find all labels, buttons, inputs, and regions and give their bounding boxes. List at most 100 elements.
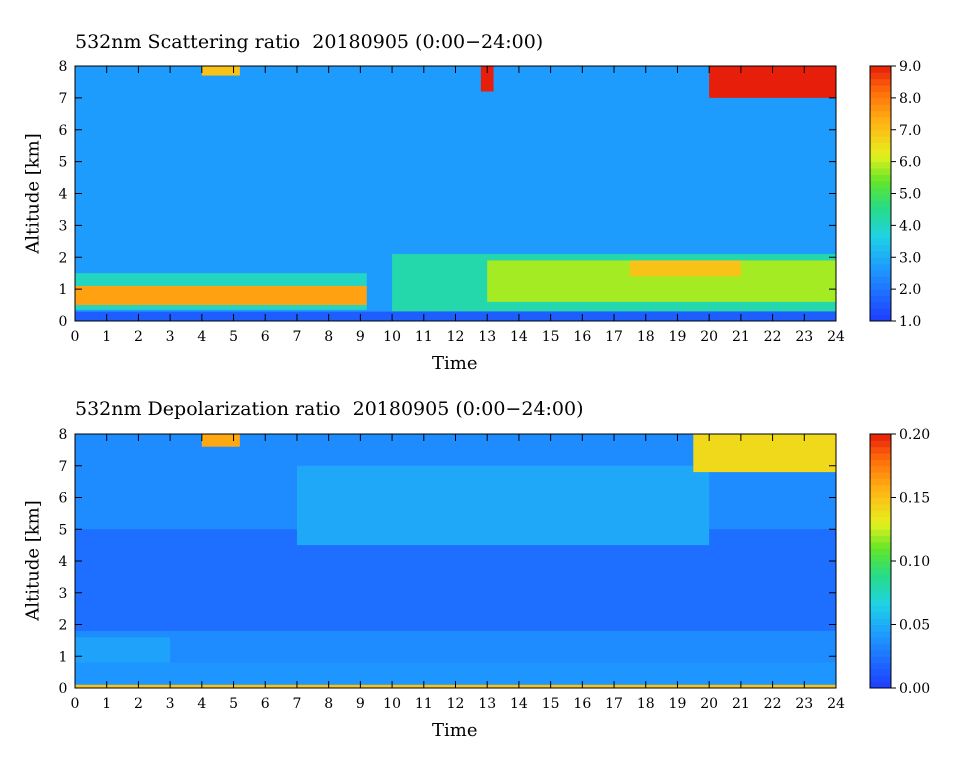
y-tick-label: 1	[59, 649, 68, 665]
colorbar-segment	[870, 110, 891, 118]
chart-title: 532nm Scattering ratio 20180905 (0:00−24…	[75, 31, 544, 53]
colorbar-segment	[870, 681, 891, 689]
colorbar: 0.00 0.05 0.10 0.15 0.20	[869, 427, 930, 697]
x-tick-label: 16	[573, 696, 591, 712]
colorbar-segment	[870, 541, 891, 549]
colorbar-tick-label: 3.0	[899, 250, 921, 266]
colorbar-segment	[870, 238, 891, 245]
x-tick-label: 8	[324, 329, 333, 345]
colorbar-segment	[870, 535, 891, 543]
x-tick-label: 22	[764, 329, 782, 345]
colorbar-segment	[870, 129, 891, 137]
chart-title: 532nm Depolarization ratio 20180905 (0:0…	[75, 398, 584, 420]
colorbar-segment	[870, 289, 891, 296]
colorbar-segment	[870, 618, 891, 625]
colorbar-segment	[870, 308, 891, 316]
x-tick-label: 21	[732, 696, 750, 712]
colorbar-tick-label: 5.0	[899, 187, 921, 203]
x-axis-label: Time	[432, 353, 478, 374]
colorbar-segment	[870, 605, 891, 613]
colorbar-segment	[870, 97, 891, 105]
colorbar-tick-label: 6.0	[899, 155, 921, 171]
colorbar-segment	[870, 206, 891, 214]
y-tick-label: 7	[59, 91, 68, 107]
heatmap-region-cloud	[201, 66, 240, 76]
colorbar-segment	[870, 301, 891, 309]
colorbar-tick-label: 8.0	[899, 91, 921, 107]
x-tick-label: 11	[415, 696, 433, 712]
colorbar-segment	[870, 586, 891, 594]
colorbar-segment	[870, 548, 891, 556]
colorbar-segment	[870, 662, 891, 670]
x-tick-label: 0	[71, 329, 80, 345]
x-tick-label: 11	[415, 329, 433, 345]
colorbar-segment	[870, 516, 891, 524]
heatmap-region-upper-layer	[296, 465, 710, 546]
x-tick-label: 2	[134, 329, 143, 345]
colorbar-tick-label: 0.05	[899, 618, 930, 634]
x-tick-label: 15	[542, 329, 560, 345]
y-tick-label: 8	[59, 427, 68, 443]
x-tick-label: 5	[229, 329, 238, 345]
x-tick-label: 4	[197, 696, 206, 712]
colorbar-segment	[870, 611, 891, 619]
x-tick-label: 3	[166, 696, 175, 712]
heatmap-region-boundary-layer	[75, 637, 171, 663]
heatmap-region-mid-layer	[75, 529, 836, 631]
x-tick-label: 12	[447, 696, 465, 712]
x-tick-label: 18	[637, 329, 655, 345]
colorbar-segment	[870, 199, 891, 207]
colorbar-segment	[870, 263, 891, 271]
colorbar-segment	[870, 592, 891, 600]
colorbar-segment	[870, 276, 891, 284]
colorbar-segment	[870, 219, 891, 226]
colorbar: 1.0 2.0 3.0 4.0 5.0 6.0 7.0 8.0 9.0	[869, 59, 921, 330]
colorbar-segment	[870, 161, 891, 169]
x-tick-label: 19	[669, 329, 687, 345]
colorbar-segment	[870, 453, 891, 460]
colorbar-segment	[870, 142, 891, 150]
colorbar-segment	[870, 314, 891, 322]
colorbar-segment	[870, 168, 891, 175]
colorbar-segment	[870, 174, 891, 182]
colorbar-segment	[870, 85, 891, 92]
x-axis-label: Time	[432, 720, 478, 741]
heatmap-region-aerosol-peak	[629, 260, 741, 277]
colorbar-segment	[870, 155, 891, 163]
colorbar-segment	[870, 180, 891, 188]
colorbar-tick-label: 0.10	[899, 554, 930, 570]
y-tick-label: 2	[59, 618, 68, 634]
colorbar-segment	[870, 554, 891, 562]
y-tick-label: 4	[59, 187, 68, 203]
colorbar-segment	[870, 580, 891, 587]
colorbar-segment	[870, 72, 891, 80]
colorbar-segment	[870, 561, 891, 568]
x-tick-label: 9	[356, 696, 365, 712]
x-tick-label: 20	[700, 696, 718, 712]
colorbar-segment	[870, 637, 891, 645]
x-tick-label: 14	[510, 329, 528, 345]
x-tick-label: 23	[795, 329, 813, 345]
colorbar-segment	[870, 510, 891, 518]
heatmap-region-lower-layer	[75, 662, 836, 685]
heatmap-plot: 0 1 2 3 4 5 6 7 8 9 10 11 12 13 14 15 16 17 18 19 20 21 22 23 24…	[59, 59, 845, 345]
x-tick-label: 20	[700, 329, 718, 345]
y-tick-label: 6	[59, 491, 68, 507]
x-tick-label: 22	[764, 696, 782, 712]
colorbar-segment	[870, 270, 891, 277]
colorbar-segment	[870, 244, 891, 252]
x-tick-label: 1	[102, 329, 111, 345]
colorbar-segment	[870, 257, 891, 265]
colorbar-tick-label: 0.15	[899, 491, 930, 507]
colorbar-segment	[870, 668, 891, 676]
colorbar-segment	[870, 282, 891, 290]
colorbar-segment	[870, 446, 891, 454]
x-tick-label: 5	[229, 696, 238, 712]
colorbar-segment	[870, 649, 891, 657]
x-tick-label: 4	[197, 329, 206, 345]
y-tick-label: 5	[59, 155, 68, 171]
colorbar-tick-label: 9.0	[899, 59, 921, 75]
colorbar-segment	[870, 123, 891, 131]
x-tick-label: 10	[383, 696, 401, 712]
x-tick-label: 10	[383, 329, 401, 345]
